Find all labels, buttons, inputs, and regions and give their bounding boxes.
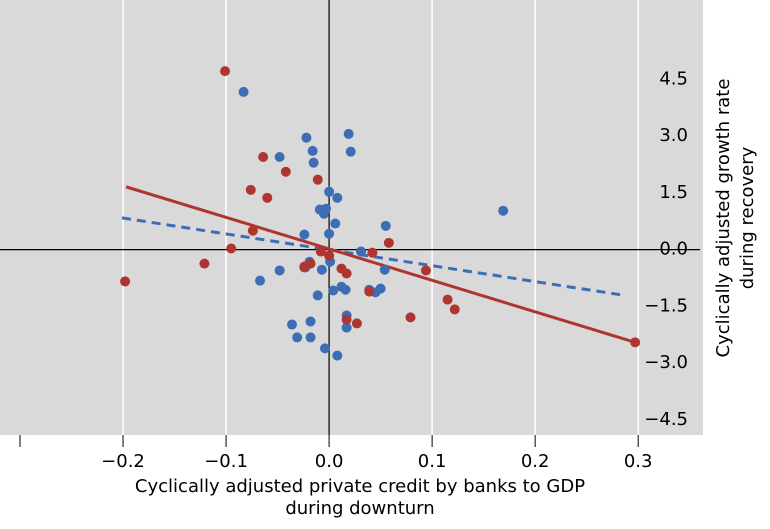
point bbox=[341, 314, 352, 325]
x-tick-label: 0.2 bbox=[521, 451, 550, 472]
x-tick-label: 0.0 bbox=[315, 451, 344, 472]
point bbox=[341, 268, 352, 279]
x-axis-label: during downturn bbox=[285, 498, 434, 519]
point bbox=[367, 247, 378, 258]
point bbox=[442, 294, 453, 305]
point bbox=[345, 146, 356, 157]
point bbox=[274, 151, 285, 162]
point bbox=[280, 166, 291, 177]
x-axis-label: Cyclically adjusted private credit by ba… bbox=[135, 476, 585, 497]
point bbox=[274, 265, 285, 276]
point bbox=[328, 285, 339, 296]
point bbox=[301, 132, 312, 143]
point bbox=[312, 290, 323, 301]
point bbox=[324, 186, 335, 197]
point bbox=[420, 265, 431, 276]
point bbox=[307, 145, 318, 156]
y-tick-label: 4.5 bbox=[659, 68, 688, 89]
x-tick-label: 0.1 bbox=[418, 451, 447, 472]
point bbox=[292, 332, 303, 343]
point bbox=[258, 151, 269, 162]
point bbox=[330, 218, 341, 229]
point bbox=[630, 337, 641, 348]
x-tick-label: −0.1 bbox=[204, 451, 248, 472]
point bbox=[199, 258, 210, 269]
point bbox=[364, 286, 375, 297]
point bbox=[341, 322, 352, 333]
point bbox=[315, 246, 326, 257]
point bbox=[312, 174, 323, 185]
point bbox=[245, 184, 256, 195]
point bbox=[324, 228, 335, 239]
point bbox=[351, 318, 362, 329]
point bbox=[332, 192, 343, 203]
point bbox=[305, 316, 316, 327]
point bbox=[405, 312, 416, 323]
point bbox=[120, 276, 131, 287]
fit-line bbox=[121, 216, 626, 297]
point bbox=[356, 246, 367, 257]
point bbox=[287, 319, 297, 330]
point bbox=[324, 250, 335, 261]
y-tick-label: 1.5 bbox=[659, 182, 688, 203]
plot-background bbox=[0, 0, 703, 435]
point bbox=[449, 304, 460, 315]
point bbox=[262, 192, 273, 203]
y-tick-label: −1.5 bbox=[644, 295, 688, 316]
point bbox=[247, 225, 258, 236]
y-axis-label: during recovery bbox=[737, 146, 758, 289]
point bbox=[319, 343, 330, 354]
y-tick-label: −4.5 bbox=[644, 409, 688, 430]
point bbox=[308, 157, 319, 168]
x-tick-label: −0.2 bbox=[101, 451, 145, 472]
point bbox=[343, 128, 354, 139]
y-tick-label: 3.0 bbox=[659, 125, 688, 146]
point bbox=[220, 66, 231, 77]
point bbox=[380, 220, 391, 231]
point bbox=[238, 86, 249, 97]
point bbox=[498, 205, 509, 216]
point bbox=[299, 261, 310, 272]
y-tick-label: −3.0 bbox=[644, 352, 688, 373]
point bbox=[332, 350, 343, 361]
point bbox=[318, 208, 329, 219]
point bbox=[340, 284, 351, 295]
point bbox=[305, 332, 316, 343]
point bbox=[299, 229, 310, 240]
fit-line bbox=[125, 185, 636, 344]
point bbox=[379, 264, 390, 275]
y-axis-label: Cyclically adjusted growth rate bbox=[713, 79, 734, 358]
point bbox=[316, 264, 327, 275]
point bbox=[255, 275, 266, 286]
point bbox=[226, 243, 237, 254]
point bbox=[383, 237, 394, 248]
x-tick-label: 0.3 bbox=[624, 451, 653, 472]
